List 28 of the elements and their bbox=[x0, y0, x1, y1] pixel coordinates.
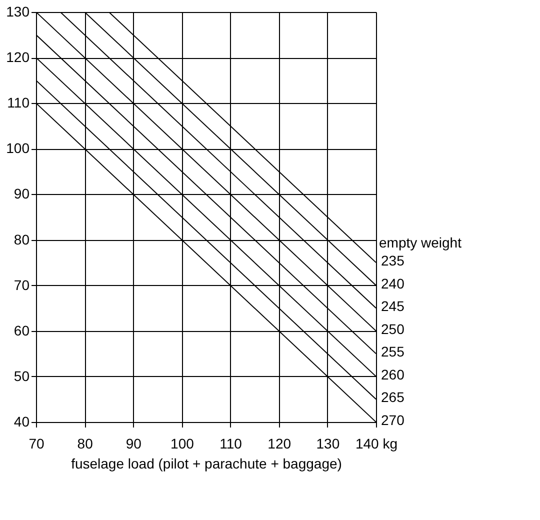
x-tick-label: 110 bbox=[220, 436, 242, 452]
y-tick-label: 100 bbox=[6, 140, 30, 156]
y-tick-label: 90 bbox=[14, 186, 30, 202]
x-tick-label: 100 bbox=[170, 436, 194, 452]
y-tick-label: 120 bbox=[6, 49, 30, 66]
y-tick-label: 40 bbox=[14, 414, 30, 430]
series-label: 240 bbox=[381, 275, 405, 292]
x-tick-label: 140 kg bbox=[355, 436, 398, 452]
x-tick-label: 120 bbox=[268, 436, 292, 452]
y-tick-label: 80 bbox=[14, 231, 30, 248]
text: empty weight bbox=[379, 234, 462, 251]
x-tick-label: 130 bbox=[316, 436, 340, 452]
series-label: 270 bbox=[381, 412, 405, 428]
y-tick-label: 110 bbox=[7, 94, 30, 111]
y-tick-label: 130 bbox=[6, 4, 30, 20]
x-tick-label: 70 bbox=[28, 436, 44, 452]
y-tick-label: 70 bbox=[14, 276, 30, 293]
series-label: 245 bbox=[381, 298, 405, 314]
series-label: 250 bbox=[381, 320, 405, 337]
series-label: 235 bbox=[381, 252, 405, 269]
x-axis-title: fuselage load (pilot + parachute + baggage) bbox=[71, 456, 342, 472]
series-label: 255 bbox=[381, 344, 405, 360]
y-tick-label: 50 bbox=[14, 368, 30, 384]
x-tick-label: 80 bbox=[77, 436, 94, 452]
x-tick-label: 90 bbox=[126, 436, 142, 452]
y-tick-label: 60 bbox=[14, 322, 30, 338]
series-label: 260 bbox=[381, 366, 405, 382]
series-label: 265 bbox=[381, 389, 405, 406]
